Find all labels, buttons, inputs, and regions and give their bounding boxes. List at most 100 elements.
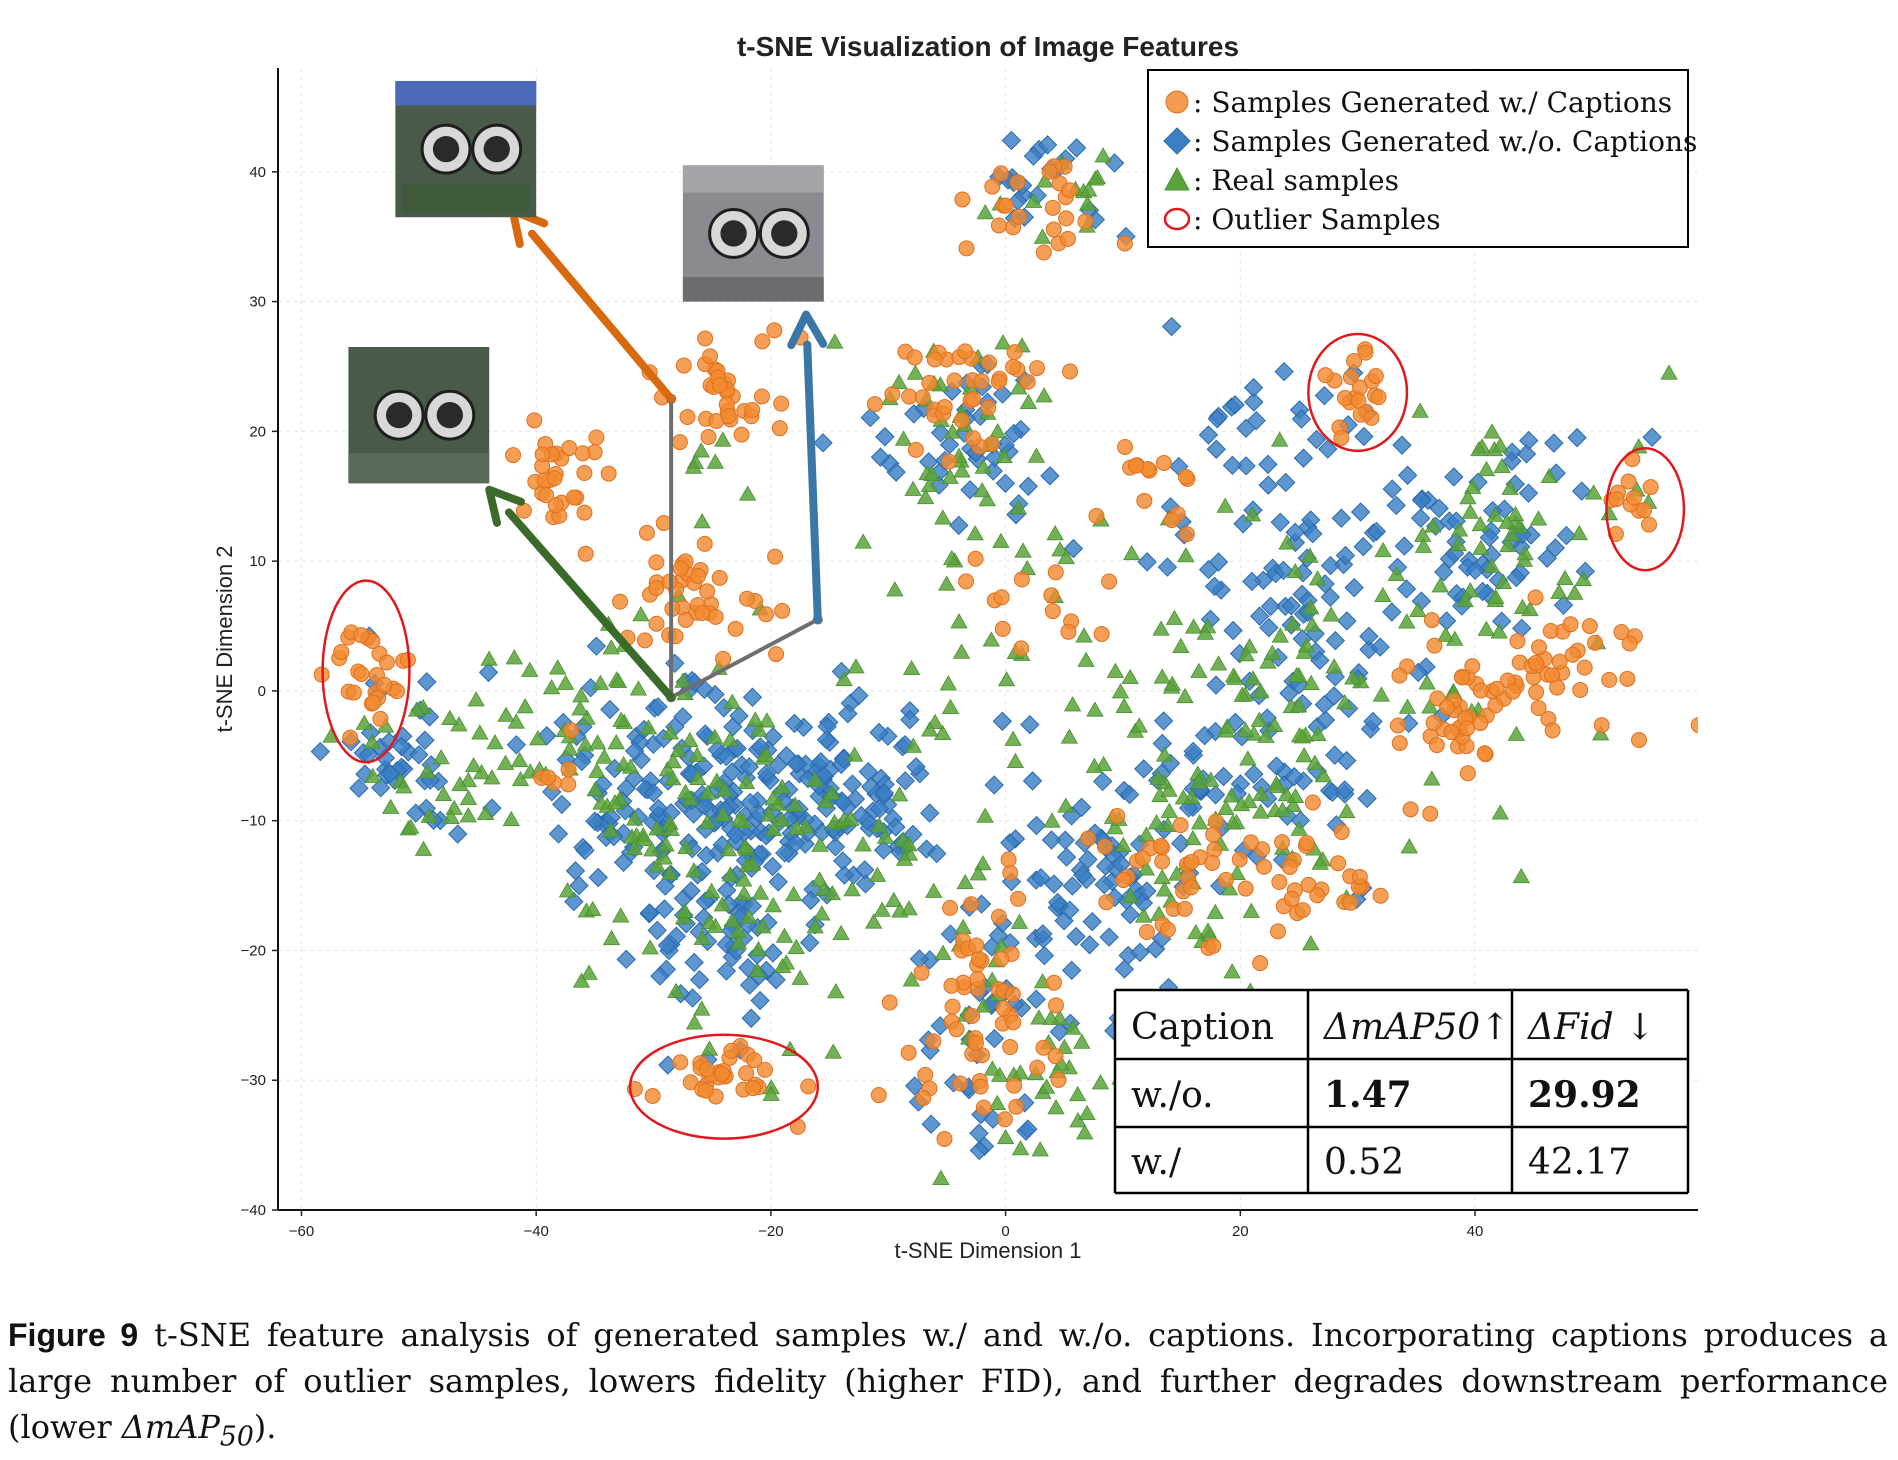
real-sample-point <box>976 204 994 220</box>
caption-point <box>727 620 744 637</box>
caption-point <box>1059 230 1076 247</box>
real-sample-point <box>1423 770 1441 786</box>
caption-point <box>1367 368 1384 385</box>
no-caption-point <box>1120 904 1140 925</box>
real-sample-point <box>969 865 987 881</box>
real-sample-point <box>1461 503 1479 519</box>
real-sample-point <box>1031 1141 1049 1157</box>
no-caption-point <box>1567 427 1587 448</box>
caption-point <box>972 1078 989 1095</box>
real-sample-point <box>1134 907 1153 923</box>
no-caption-point <box>1137 552 1157 572</box>
real-sample-point <box>823 784 841 800</box>
no-caption-point <box>716 746 737 767</box>
real-sample-point <box>894 430 913 446</box>
caption-point <box>1207 813 1224 830</box>
real-sample-point <box>740 908 758 924</box>
caption-point <box>1047 1048 1064 1065</box>
real-sample-point <box>1043 812 1061 828</box>
real-sample-point <box>843 881 861 897</box>
no-caption-point <box>716 961 737 981</box>
caption-point <box>1044 199 1061 216</box>
no-caption-point <box>681 881 701 901</box>
axes: −60 −40 −20 0 20 40 −40 −30 −20 −10 0 10 20 30 40 <box>241 68 1698 1240</box>
caption-point <box>715 650 732 667</box>
real-sample-point <box>483 769 501 785</box>
no-caption-point <box>572 751 592 772</box>
caption-point <box>953 412 970 429</box>
arrow-shaft <box>528 229 676 403</box>
no-caption-point <box>647 920 667 941</box>
caption-point <box>1422 805 1439 822</box>
caption-point <box>980 399 997 416</box>
real-sample-point <box>1086 701 1104 717</box>
real-sample-point <box>845 746 864 762</box>
real-sample-point <box>738 485 757 501</box>
real-sample-point <box>1556 569 1574 586</box>
no-caption-point <box>575 840 595 861</box>
caption-point <box>565 489 582 506</box>
caption-point <box>672 1054 689 1071</box>
no-caption-point <box>984 1028 1005 1049</box>
caption-point <box>980 354 997 371</box>
no-caption-point <box>1429 498 1449 519</box>
caption-point <box>1013 640 1030 657</box>
real-sample-point <box>576 736 595 752</box>
y-tick-label: 30 <box>249 294 266 311</box>
real-sample-point <box>496 754 515 770</box>
no-caption-point <box>1037 135 1058 155</box>
real-sample-point <box>1270 431 1289 447</box>
no-caption-point <box>1571 481 1592 501</box>
no-caption-point <box>1082 911 1102 932</box>
caption-point <box>699 583 716 600</box>
real-sample-point <box>1574 570 1593 587</box>
no-caption-point <box>1516 444 1537 464</box>
caption-point <box>906 349 923 366</box>
real-sample-point <box>1030 1009 1048 1025</box>
no-caption-point <box>1044 874 1064 894</box>
caption-point <box>913 964 930 981</box>
legend-label-outlier: : Outlier Samples <box>1193 203 1441 236</box>
caption-point <box>720 408 737 425</box>
real-sample-point <box>1325 658 1343 674</box>
real-sample-point <box>974 458 992 474</box>
caption-point <box>1488 680 1505 697</box>
no-caption-point <box>816 730 837 750</box>
real-sample-point <box>1308 570 1327 586</box>
caption-point <box>1542 622 1559 639</box>
real-sample-point <box>602 639 620 655</box>
real-sample-point <box>1011 1064 1030 1080</box>
real-sample-point <box>497 706 515 722</box>
legend-label-real: : Real samples <box>1193 164 1399 197</box>
no-caption-point <box>1258 475 1278 495</box>
real-sample-point <box>1209 655 1228 671</box>
no-caption-point <box>1049 1022 1070 1042</box>
caption-point <box>1004 986 1021 1003</box>
real-sample-point <box>1302 934 1320 951</box>
no-caption-point <box>920 803 940 823</box>
real-sample-point <box>529 730 547 746</box>
no-caption-point <box>1266 756 1287 776</box>
caption-point <box>1050 1071 1067 1088</box>
no-caption-point <box>904 1076 925 1096</box>
real-sample-point <box>997 671 1016 687</box>
real-sample-point <box>773 811 791 827</box>
no-caption-point <box>1026 815 1047 836</box>
y-tick-label: −10 <box>241 813 266 830</box>
no-caption-point <box>1260 596 1281 617</box>
real-sample-point <box>648 857 667 873</box>
no-caption-point <box>673 707 693 727</box>
y-tick-label: 20 <box>249 423 266 440</box>
caption-point <box>1013 571 1030 588</box>
cooling-tower-core <box>771 220 798 247</box>
real-sample-point <box>1086 170 1105 186</box>
caption-point <box>1342 369 1359 386</box>
real-sample-point <box>1301 547 1319 563</box>
real-sample-point <box>1286 787 1305 804</box>
real-sample-point <box>1063 696 1082 712</box>
real-sample-point <box>1421 698 1439 714</box>
real-sample-point <box>692 442 710 458</box>
real-sample-point <box>891 902 909 918</box>
real-sample-point <box>976 807 994 823</box>
no-caption-point <box>1353 536 1373 557</box>
